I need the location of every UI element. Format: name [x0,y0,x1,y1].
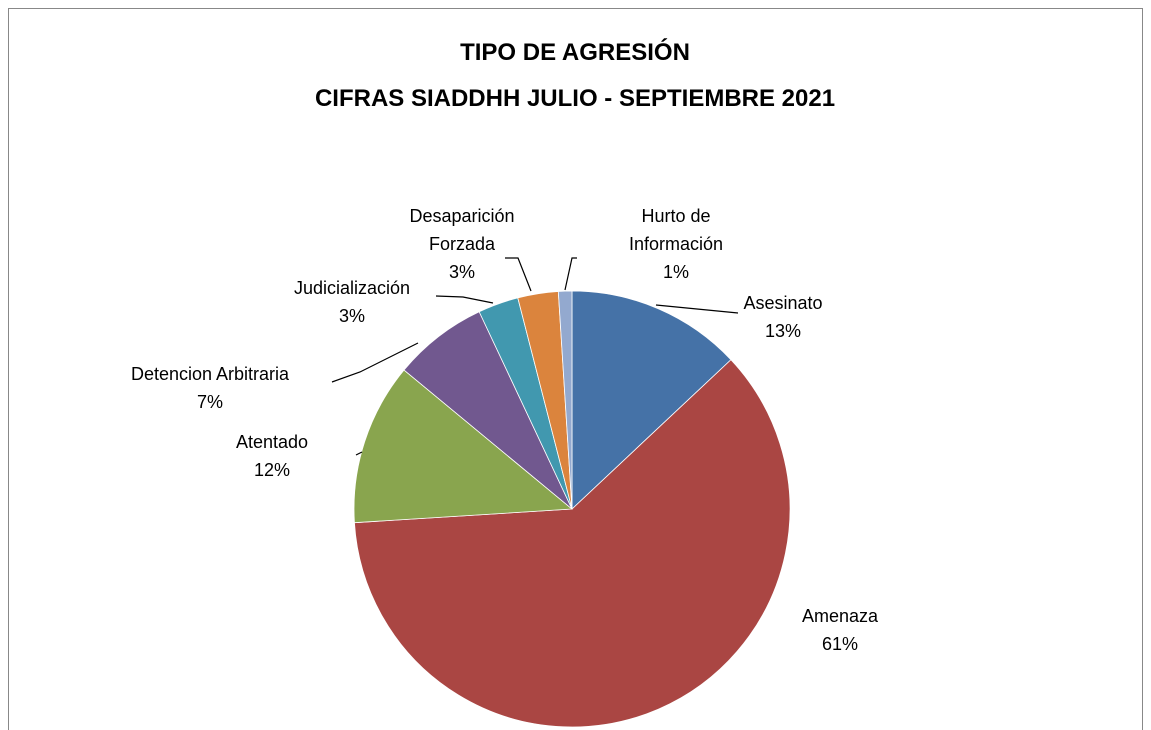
value-label: 61% [821,634,859,654]
data-label: Asesinato 13% [743,289,822,345]
chart-frame [8,8,1143,730]
data-label: Judicialización 3% [294,274,410,330]
leader-lines [331,257,739,456]
category-label: Detencion Arbitraria [130,364,290,384]
leader-line [355,451,363,456]
value-label: 12% [253,460,291,480]
category-label: Amenaza [801,606,879,626]
data-label: Hurto de Información 1% [606,202,746,286]
category-label: Atentado [235,432,309,452]
data-label: Desaparición Forzada 3% [392,202,532,286]
leader-line [564,257,577,291]
leader-line [505,257,532,292]
pie-slice [571,290,732,510]
value-label: 3% [448,262,475,282]
pie-slice [353,369,574,524]
category-label: Judicialización [293,278,411,298]
chart-subtitle: CIFRAS SIADDHH JULIO - SEPTIEMBRE 2021 [315,85,835,112]
slices [353,290,791,728]
pie-slice [354,359,791,728]
leader-line [331,342,419,383]
leader-line [655,304,739,314]
category-label: Asesinato [743,293,823,313]
chart-title: TIPO DE AGRESIÓN [460,38,690,66]
category-label: Desaparición Forzada [409,206,515,254]
pie-slice [557,290,573,510]
category-label: Hurto de Información [628,206,724,254]
data-label: Atentado 12% [236,428,308,484]
value-label: 1% [662,262,689,282]
data-label: Amenaza 61% [802,602,878,658]
value-label: 7% [196,392,223,412]
leader-line [435,295,494,304]
value-label: 3% [338,306,365,326]
value-label: 13% [764,321,802,341]
data-label: Detencion Arbitraria 7% [131,360,289,416]
